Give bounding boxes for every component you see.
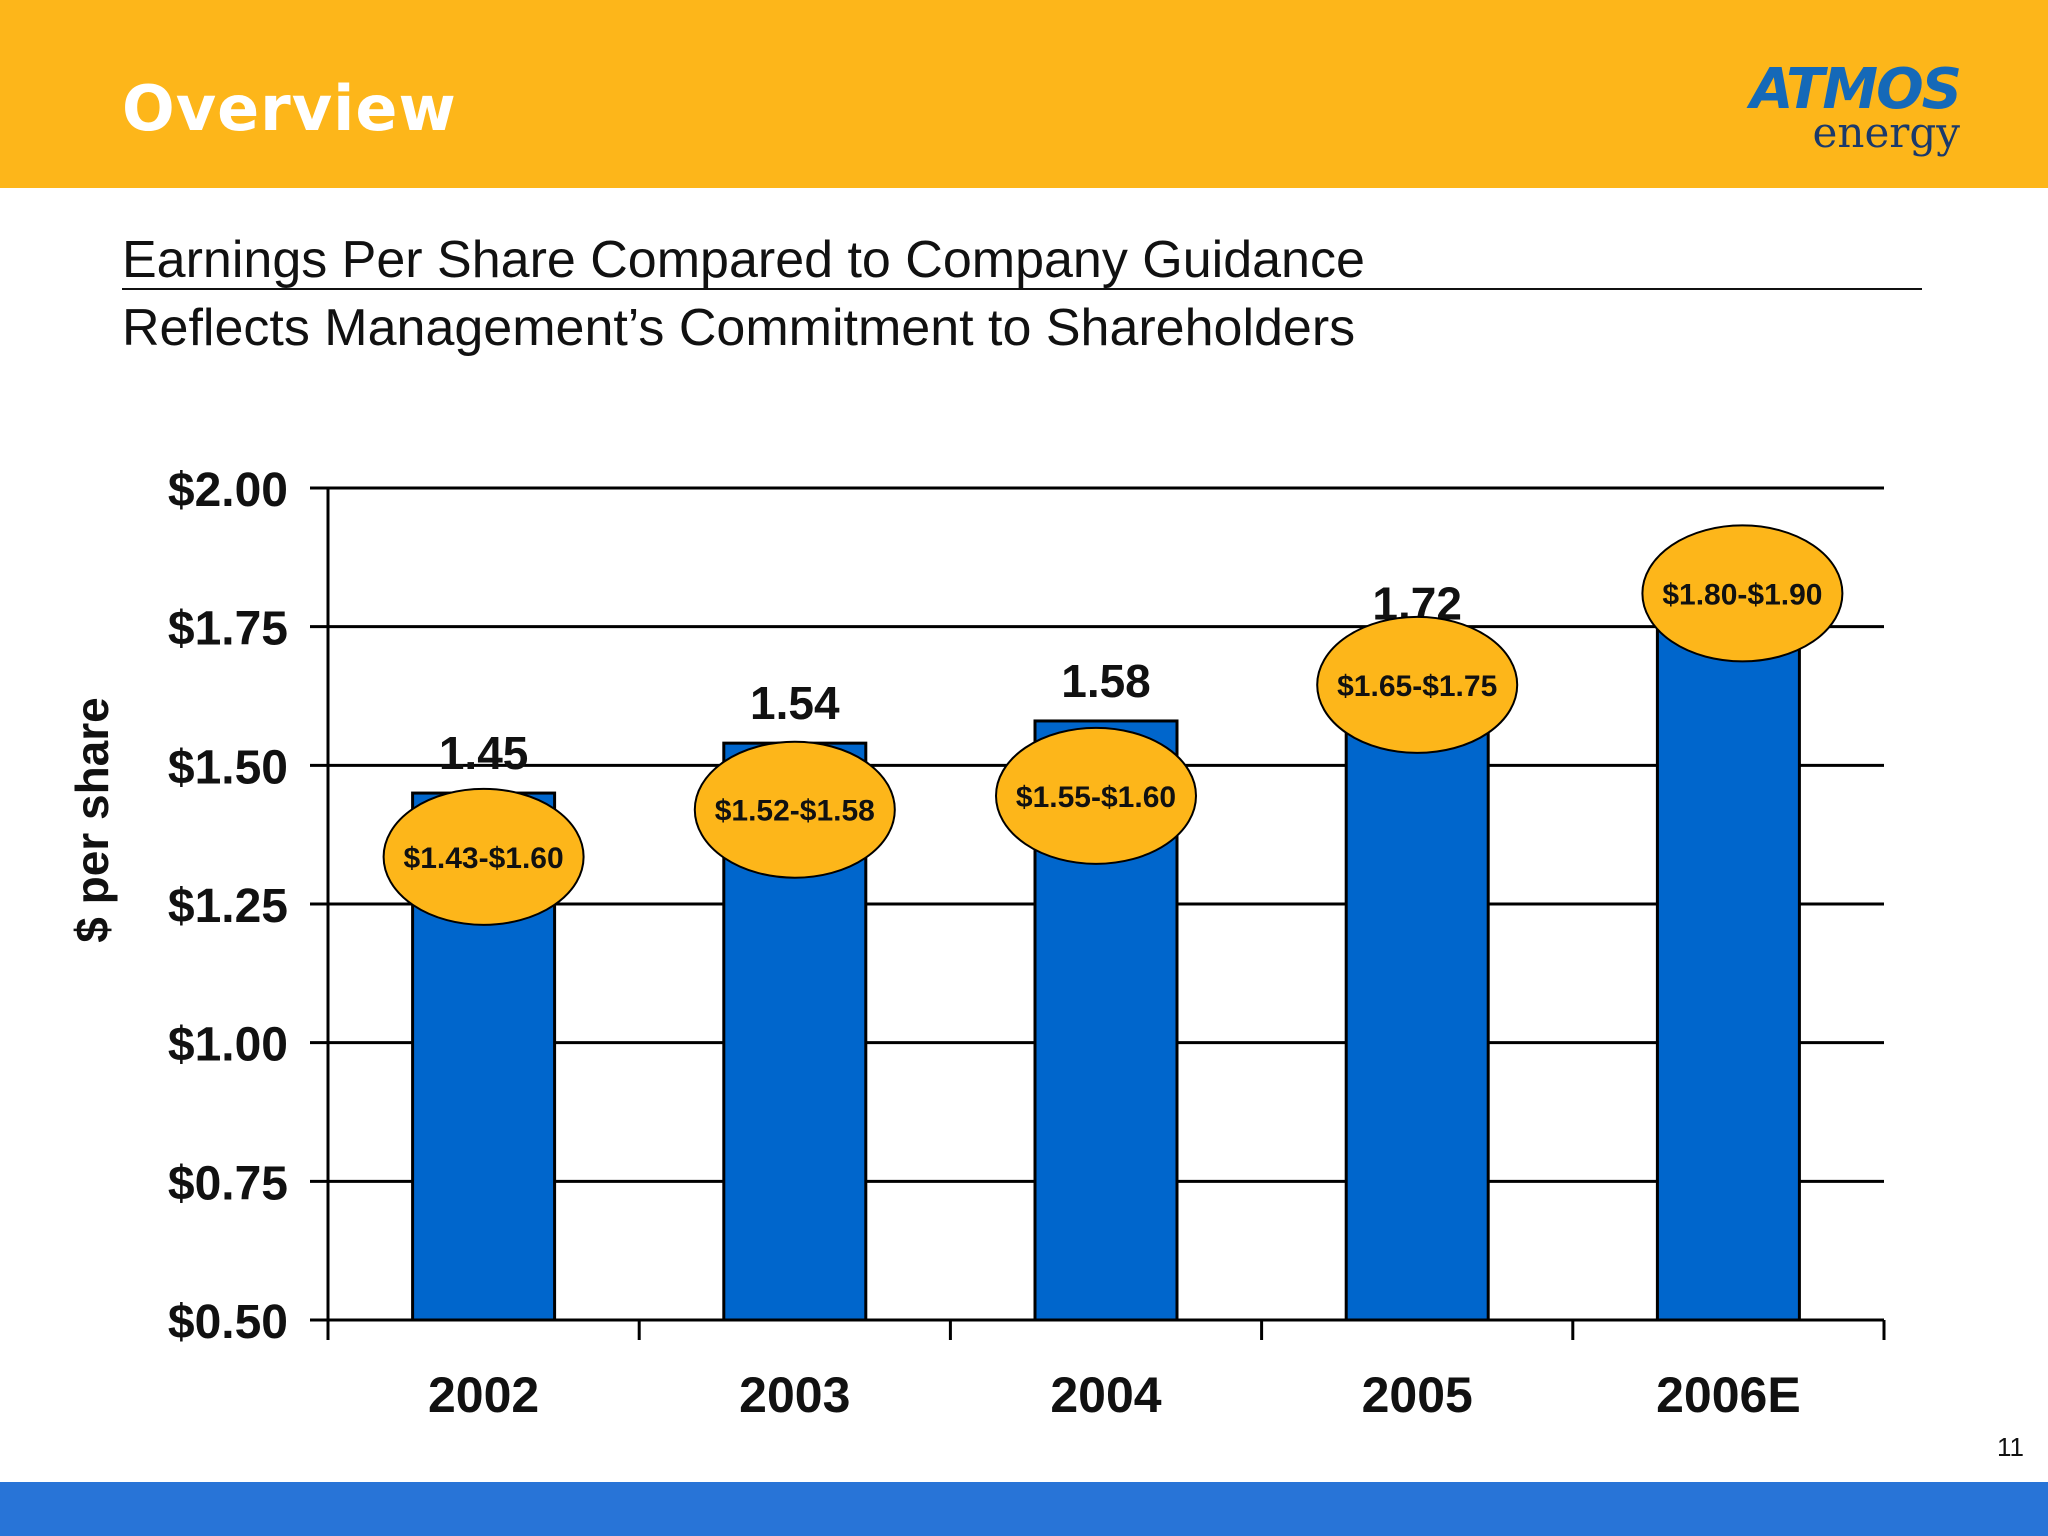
- data-label: 1.45: [439, 727, 529, 779]
- y-tick-label: $1.00: [168, 1019, 288, 1072]
- y-tick-label: $2.00: [168, 464, 288, 517]
- data-label: 1.58: [1061, 655, 1151, 707]
- guidance-label: $1.55-$1.60: [1016, 781, 1176, 814]
- logo-tagline: energy: [1812, 108, 1960, 157]
- bar: [1344, 641, 1490, 1322]
- x-tick-label: 2004: [1050, 1367, 1161, 1423]
- x-tick-label: 2006E: [1656, 1367, 1801, 1423]
- subtitle-divider: [122, 288, 1922, 290]
- footer-band: [0, 1482, 2048, 1536]
- guidance-bubble: [382, 787, 585, 926]
- y-tick-label: $0.75: [168, 1157, 288, 1210]
- y-tick-label: $0.50: [168, 1296, 288, 1349]
- subtitle-line-1: Earnings Per Share Compared to Company G…: [122, 231, 1365, 289]
- y-tick-label: $1.25: [168, 880, 288, 933]
- header-band: [0, 0, 2048, 188]
- guidance-label: $1.80-$1.90: [1662, 578, 1822, 611]
- guidance-label: $1.65-$1.75: [1337, 670, 1497, 703]
- y-tick-label: $1.50: [168, 741, 288, 794]
- slide-title: Overview: [122, 72, 457, 145]
- x-tick-label: 2005: [1362, 1367, 1473, 1423]
- guidance-bubble: [1316, 615, 1519, 754]
- guidance-bubble: [1641, 524, 1844, 663]
- guidance-label: $1.43-$1.60: [404, 842, 564, 875]
- page-number: 11: [1997, 1432, 2024, 1462]
- logo-brand: ATMOS: [1750, 57, 1962, 122]
- guidance-bubble: [693, 740, 896, 879]
- y-axis-label: $ per share: [66, 697, 118, 942]
- x-tick-label: 2002: [428, 1367, 539, 1423]
- guidance-bubble: [995, 726, 1197, 865]
- guidance-label: $1.52-$1.58: [715, 795, 875, 828]
- data-label: 1.54: [750, 677, 840, 729]
- subtitle-line-2: Reflects Management’s Commitment to Shar…: [122, 299, 1356, 357]
- x-tick-label: 2003: [739, 1367, 850, 1423]
- bar: [1655, 569, 1801, 1322]
- y-tick-label: $1.75: [168, 603, 288, 656]
- atmos-energy-logo: ATMOS energy: [1738, 57, 1962, 166]
